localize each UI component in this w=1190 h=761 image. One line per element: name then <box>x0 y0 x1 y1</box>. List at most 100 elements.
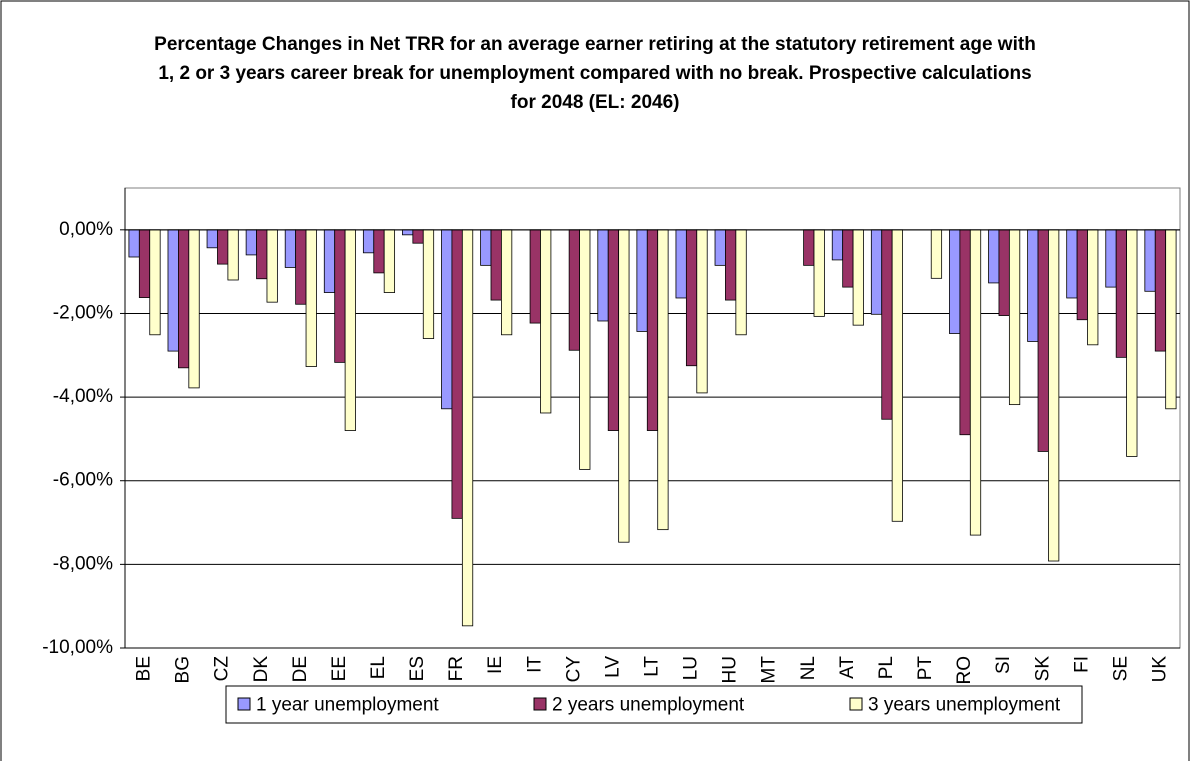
bar <box>597 229 609 322</box>
x-tick-label: SK <box>1032 656 1053 682</box>
x-tick-label: PT <box>915 656 936 681</box>
bar <box>540 229 552 414</box>
legend-label: 3 years unemployment <box>868 695 1061 716</box>
x-tick-label: LT <box>642 656 663 677</box>
bar <box>227 229 239 281</box>
x-tick-label: CZ <box>212 656 233 682</box>
y-tick-label: -10,00% <box>42 637 113 658</box>
x-tick-label: SI <box>993 656 1014 674</box>
bar <box>461 229 474 627</box>
y-tick-label: -6,00% <box>53 470 113 491</box>
bar <box>305 229 317 367</box>
bar <box>441 229 453 410</box>
bar <box>178 229 190 369</box>
bar <box>412 229 424 244</box>
legend-label: 1 year unemployment <box>256 695 439 716</box>
legend-label: 2 years unemployment <box>552 695 745 716</box>
x-tick-label: BG <box>173 656 194 683</box>
bar <box>1105 229 1117 288</box>
x-tick-label: EE <box>329 656 350 681</box>
x-tick-label: ES <box>407 656 428 681</box>
bar <box>842 229 854 288</box>
bar <box>1115 229 1127 358</box>
bar <box>735 229 747 336</box>
bar <box>714 229 726 266</box>
bar <box>529 229 541 324</box>
x-tick-label: DE <box>290 656 311 682</box>
chart-title: Percentage Changes in Net TRR for an ave… <box>154 34 1036 113</box>
x-tick-label: IE <box>485 656 506 674</box>
bar <box>959 229 971 436</box>
bar <box>480 229 492 266</box>
bar <box>930 229 943 279</box>
bar <box>323 229 336 293</box>
x-tick-label: SE <box>1110 656 1131 681</box>
bar <box>696 229 708 394</box>
x-tick-label: LU <box>681 656 702 680</box>
bar <box>646 229 659 431</box>
x-tick-label: IT <box>524 656 545 673</box>
bar <box>870 229 883 315</box>
bar <box>881 229 893 420</box>
bar <box>1126 229 1138 457</box>
bar <box>813 229 825 317</box>
bar <box>568 229 580 351</box>
bar <box>383 229 396 293</box>
bar <box>1076 229 1088 321</box>
bar <box>295 229 307 305</box>
bar <box>607 229 620 431</box>
bar <box>1154 229 1167 352</box>
bar <box>344 229 356 431</box>
x-tick-label: PL <box>876 656 897 679</box>
bar <box>128 229 140 258</box>
x-tick-label: AT <box>837 656 858 679</box>
y-tick-label: -8,00% <box>53 553 113 574</box>
legend-swatch <box>237 697 251 711</box>
bar <box>167 229 179 352</box>
bar <box>969 229 982 536</box>
legend-box <box>225 685 1083 724</box>
bar <box>636 229 648 332</box>
bar <box>1144 229 1156 292</box>
bar <box>373 229 385 274</box>
bar <box>1027 229 1039 342</box>
x-tick-label: FR <box>446 656 467 681</box>
x-tick-label: MT <box>759 656 780 684</box>
bar <box>490 229 502 301</box>
legend-swatch <box>849 697 863 711</box>
y-tick-label: 0,00% <box>59 219 113 240</box>
bar <box>657 229 669 531</box>
bar <box>675 229 687 299</box>
bar <box>852 229 864 326</box>
legend-swatch <box>533 697 547 711</box>
bar <box>501 229 513 336</box>
x-tick-label: UK <box>1149 656 1170 683</box>
x-tick-label: DK <box>251 656 272 683</box>
bar <box>284 229 297 268</box>
bar <box>998 229 1010 316</box>
y-tick-label: -2,00% <box>53 302 113 323</box>
bar <box>188 229 200 389</box>
y-tick-label: -4,00% <box>53 386 113 407</box>
bar <box>1165 229 1177 410</box>
bar <box>1037 229 1049 452</box>
bar <box>988 229 1000 284</box>
bar <box>402 229 414 236</box>
bar <box>422 229 435 339</box>
bar <box>949 229 961 334</box>
bar <box>334 229 346 363</box>
bar <box>831 229 844 261</box>
x-tick-label: RO <box>954 656 975 685</box>
bar <box>1066 229 1078 299</box>
bar <box>206 229 218 249</box>
bar <box>245 229 257 256</box>
bar <box>451 229 463 519</box>
bar <box>1008 229 1021 406</box>
bar <box>803 229 815 266</box>
bar <box>149 229 161 336</box>
x-tick-label: CY <box>563 656 584 683</box>
bar <box>217 229 229 265</box>
